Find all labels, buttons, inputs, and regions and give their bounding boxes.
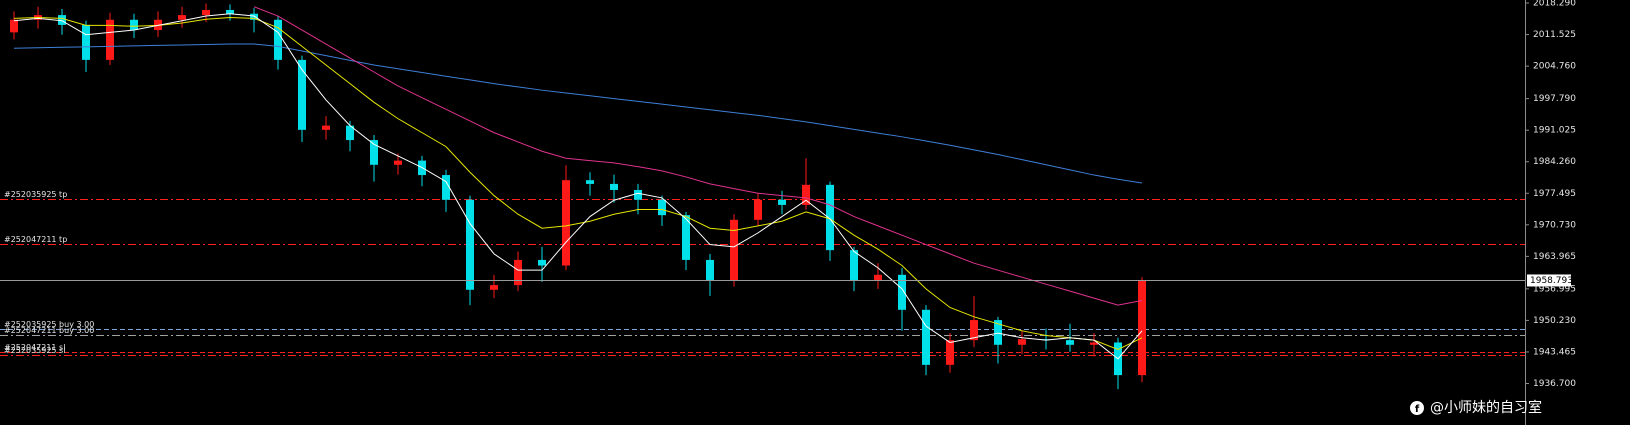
candle-body [10,19,18,33]
order-label: #252035925 sl [4,346,65,355]
y-tick-label: 1997.790 [1533,94,1576,104]
order-label: #252047211 buy 3.00 [4,326,94,335]
candle-body [106,19,114,60]
order-label: #252035925 buy 3.00 [4,320,94,329]
candle-body [322,125,330,130]
candle-body [394,160,402,165]
candle-body [82,24,90,60]
y-tick-label: 1943.465 [1533,347,1576,357]
order-label: #252047211 tp [4,235,67,244]
candle-body [178,15,186,20]
candle-body [586,180,594,184]
y-tick-label: 2004.760 [1533,62,1576,72]
candle-body [610,183,618,190]
candle-body [538,259,546,266]
candle-body [874,274,882,280]
order-label: #252047211 sl [4,343,65,352]
candle-body [898,274,906,310]
price-axis: 2018.290 2011.525 2004.760 1997.790 1991.025… [1525,0,1576,389]
candle-body [58,15,66,25]
candle-body [802,184,810,205]
y-tick-label: 1991.025 [1533,126,1576,136]
candle-body [250,13,258,20]
candle-body [634,189,642,200]
candle-body [946,340,954,365]
candle-body [466,199,474,290]
watermark-text: @小师妹的自习室 [1430,399,1542,416]
candle-body [226,9,234,14]
order-label: #252035925 tp [4,190,67,199]
candle-body [370,140,378,165]
candle-body [682,215,690,260]
candle-body [1090,342,1098,345]
y-tick-label: 1977.495 [1533,189,1576,199]
y-tick-label: 1970.730 [1533,220,1576,230]
candle-body [346,125,354,141]
plot-area: #252035925 tp #252047211 tp #252035925 buy… [0,3,1525,390]
candle-body [658,199,666,216]
candle-body [274,19,282,60]
candle-body [562,180,570,266]
y-tick-label: 1984.260 [1533,157,1576,167]
moving-average [13,13,1143,360]
watermark-icon-glyph: f [1415,404,1420,415]
candle-body [754,199,762,220]
candle-body [706,259,714,280]
candle-body [922,309,930,365]
y-tick-label: 1936.700 [1533,379,1576,389]
candle-body [490,285,498,290]
candle-body [1066,340,1074,345]
y-tick-label: 1950.230 [1533,316,1576,326]
candle-body [298,59,306,130]
candle-body [1018,339,1026,345]
candle-body [970,320,978,341]
y-tick-label: 2011.525 [1533,30,1576,40]
y-tick-label: 1956.995 [1533,284,1576,294]
y-tick-label: 2018.290 [1533,0,1576,9]
current-price-box [1527,274,1571,287]
candle-body [850,250,858,280]
candle-body [994,320,1002,345]
watermark: f @小师妹的自习室 [1410,399,1542,416]
candle-body [442,175,450,200]
watermark-icon [1410,401,1424,415]
candle-body [778,199,786,205]
moving-average [13,43,1143,184]
candle-body [826,184,834,251]
y-tick-label: 1963.965 [1533,252,1576,262]
candle-body [130,19,138,31]
current-price-label: 1958.793 [1530,276,1573,286]
candle-body [202,9,210,16]
moving-average [13,16,1143,351]
candle-body [730,219,738,280]
moving-average [253,6,1143,306]
candle-body [1138,280,1146,376]
candle-body [514,259,522,286]
